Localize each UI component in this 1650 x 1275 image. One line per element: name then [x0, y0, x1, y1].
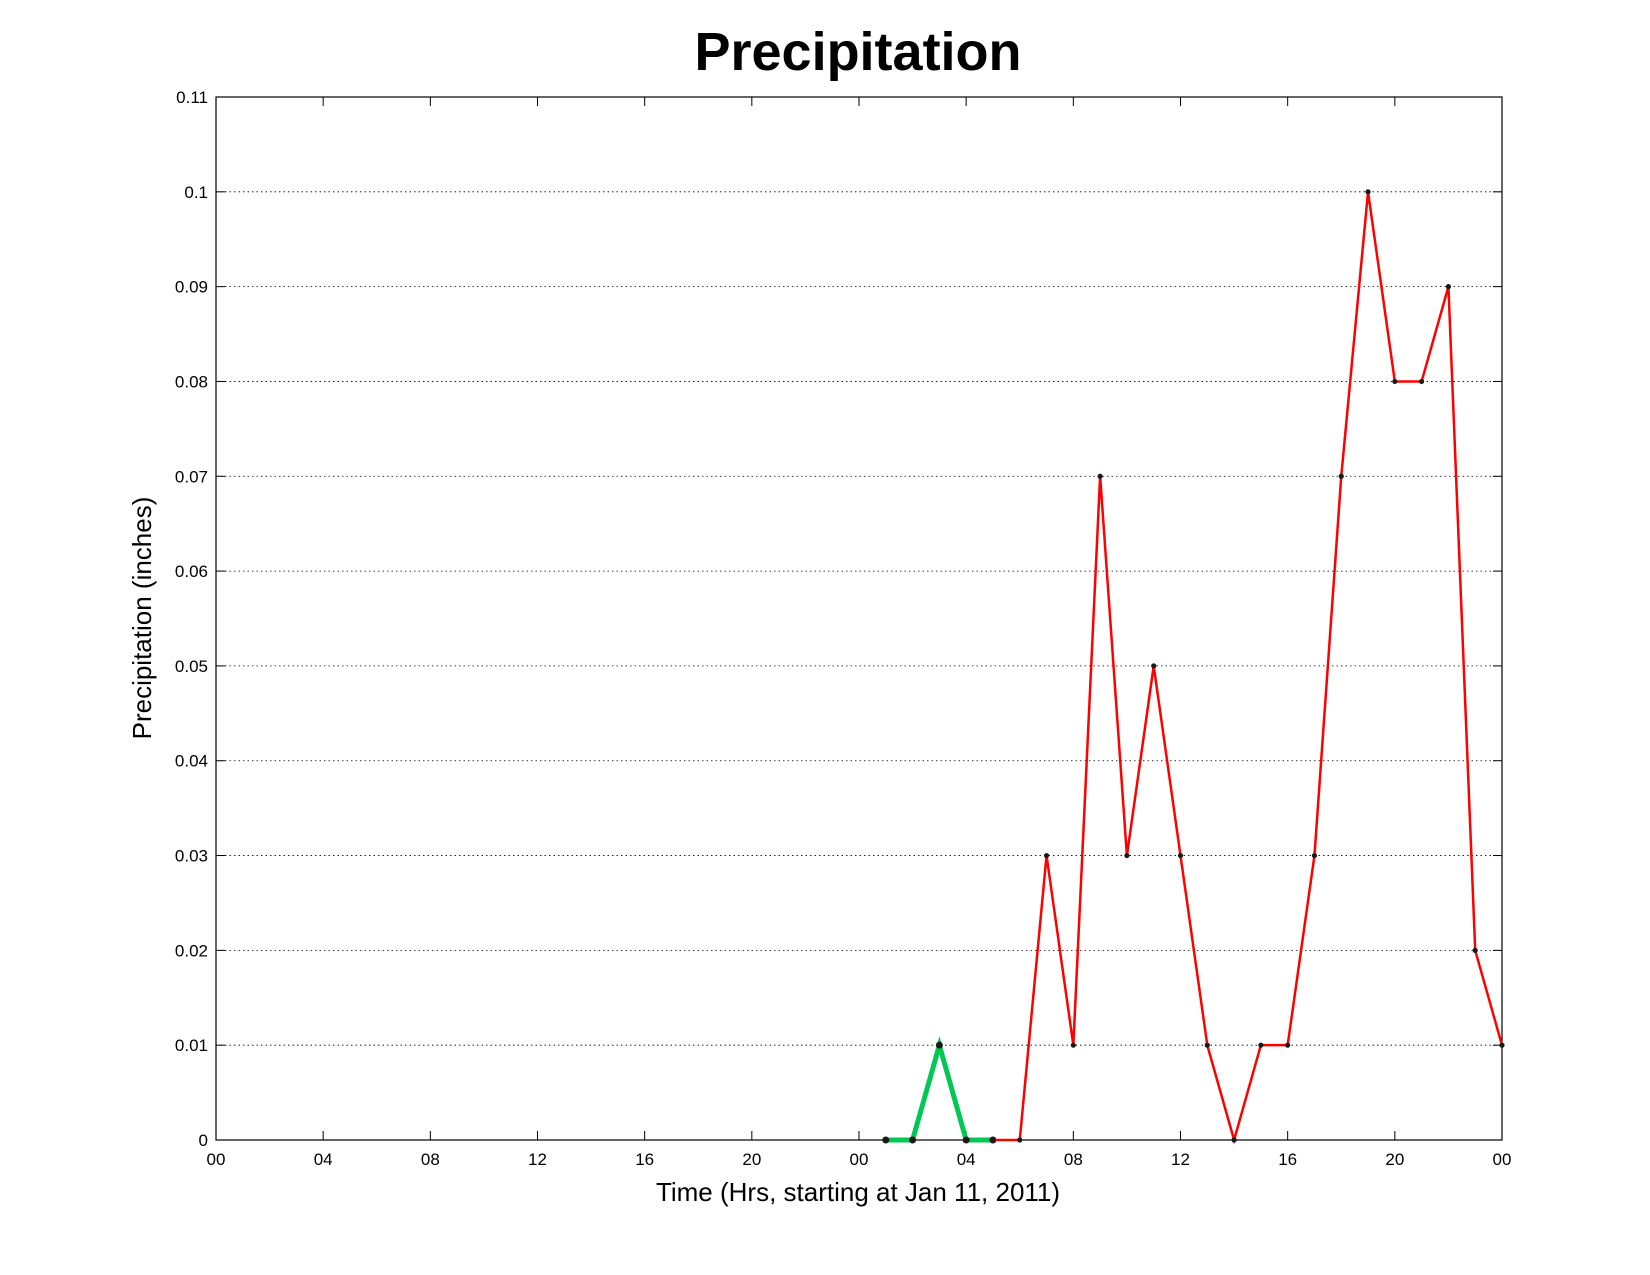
x-tick-label: 20: [742, 1150, 761, 1169]
y-tick-label: 0: [199, 1131, 208, 1150]
axis-ticks: 0 0.01 0.02 0.03 0.04 0.05 0.06 0.07 0.08 0.09 0.1…: [175, 88, 1512, 1169]
x-tick-label: 16: [635, 1150, 654, 1169]
data-point: [935, 1041, 943, 1049]
x-tick-label: 20: [1385, 1150, 1404, 1169]
x-tick-label: 16: [1278, 1150, 1297, 1169]
y-tick-label: 0.03: [175, 847, 208, 866]
y-tick-label: 0.09: [175, 278, 208, 297]
data-point: [1177, 852, 1184, 859]
data-point: [1392, 378, 1398, 385]
data-point: [1043, 852, 1050, 859]
data-point: [1017, 1137, 1023, 1143]
data-point: [1338, 473, 1344, 479]
data-point: [1365, 189, 1371, 195]
y-tick-label: 0.05: [175, 657, 208, 676]
x-tick-label: 04: [957, 1150, 976, 1169]
x-tick-label: 00: [850, 1150, 869, 1169]
x-axis-label: Time (Hrs, starting at Jan 11, 2011): [656, 1177, 1060, 1207]
data-point: [1499, 1042, 1505, 1048]
data-point: [909, 1136, 917, 1144]
data-point: [1097, 473, 1103, 479]
y-tick-label: 0.1: [184, 183, 208, 202]
series-line-2: [992, 191, 1504, 1145]
y-tick-label: 0.04: [175, 752, 208, 771]
grid-lines: [216, 191, 1502, 1046]
data-point: [1151, 663, 1157, 669]
data-point: [1070, 1042, 1076, 1048]
y-tick-label: 0.11: [176, 88, 208, 107]
data-point: [1472, 947, 1478, 953]
x-tick-label: 08: [1064, 1150, 1083, 1169]
data-point: [962, 1136, 970, 1144]
data-point: [1419, 378, 1425, 385]
data-point: [1124, 852, 1130, 859]
y-axis-label: Precipitation (inches): [127, 497, 157, 740]
data-point: [1204, 1042, 1210, 1048]
data-point: [1311, 852, 1318, 859]
data-series: [882, 189, 1505, 1145]
data-point: [1445, 284, 1452, 290]
y-tick-label: 0.08: [175, 372, 208, 391]
series-line-1: [885, 1035, 993, 1143]
y-tick-label: 0.01: [175, 1036, 208, 1055]
data-point: [1285, 1042, 1291, 1048]
chart-title: Precipitation: [694, 22, 1021, 82]
data-point: [1258, 1042, 1264, 1048]
y-tick-label: 0.06: [175, 562, 208, 581]
y-tick-label: 0.07: [175, 467, 208, 486]
x-tick-label: 00: [207, 1150, 226, 1169]
data-point: [990, 1137, 996, 1143]
data-point: [1231, 1137, 1237, 1143]
x-tick-label: 00: [1493, 1150, 1512, 1169]
x-tick-label: 04: [314, 1150, 333, 1169]
x-tick-label: 12: [1171, 1150, 1190, 1169]
x-tick-label: 12: [528, 1150, 547, 1169]
data-point: [882, 1136, 890, 1144]
y-tick-label: 0.02: [175, 941, 208, 960]
plot-area: [215, 96, 1503, 1141]
x-tick-label: 08: [421, 1150, 440, 1169]
